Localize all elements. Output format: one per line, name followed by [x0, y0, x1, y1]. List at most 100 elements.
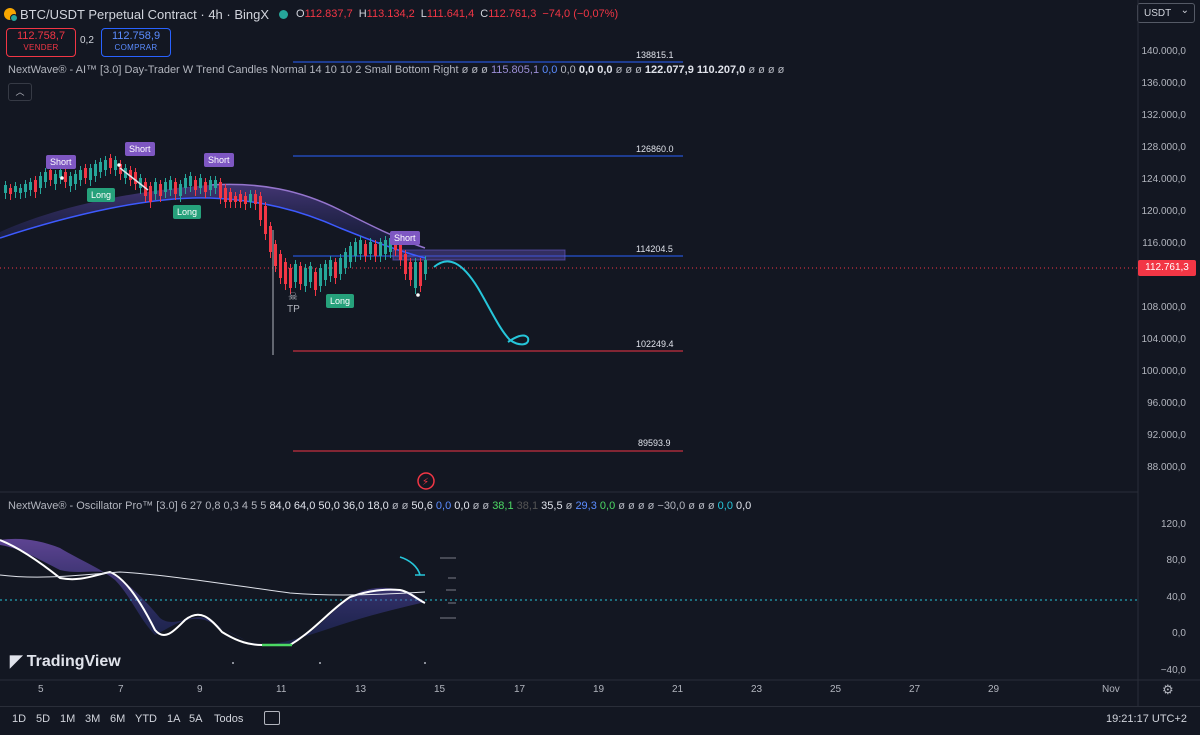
candle-body	[229, 192, 232, 202]
osc-val: 64,0	[293, 500, 316, 512]
buy-price: 112.758,9	[111, 30, 161, 42]
range-button-1d[interactable]: 1D	[12, 713, 27, 725]
indicator-main-v2: 0,0	[542, 64, 558, 76]
candle-body	[79, 170, 82, 180]
candle-body	[329, 260, 332, 276]
candle-body	[354, 242, 357, 256]
candle-body	[224, 188, 227, 202]
settings-gear-icon[interactable]: ⚙	[1162, 682, 1174, 697]
candle-body	[234, 196, 237, 202]
osc-cloud	[0, 538, 425, 645]
candle-body	[19, 188, 22, 193]
symbol-title[interactable]: BTC/USDT Perpetual Contract · 4h · BingX	[20, 6, 270, 22]
candle-body	[304, 268, 307, 286]
indicator-main-vals-c: ø ø ø ø	[748, 64, 785, 76]
candle-body	[324, 264, 327, 280]
range-button-1a[interactable]: 1A	[167, 713, 181, 725]
clock[interactable]: 19:21:17 UTC+2	[1106, 713, 1188, 725]
candle-body	[219, 182, 222, 198]
osc-val: 84,0	[269, 500, 291, 512]
current-price-tag: 112.761,3	[1138, 260, 1196, 276]
short-signal: Short	[125, 142, 155, 156]
candle-body	[299, 266, 302, 284]
osc-val: 38,1	[492, 500, 514, 512]
candle-body	[384, 240, 387, 254]
candle-body	[29, 182, 32, 190]
candle-body	[334, 262, 337, 278]
candle-body	[179, 184, 182, 196]
candle-body	[214, 180, 217, 188]
candle-body	[89, 168, 92, 180]
time-tick-label: 21	[672, 684, 684, 695]
range-button-1m[interactable]: 1M	[60, 713, 76, 725]
range-button-6m[interactable]: 6M	[110, 713, 126, 725]
time-tick-label: 17	[514, 684, 526, 695]
candle-body	[74, 174, 77, 184]
signal-dot	[416, 293, 420, 297]
candle-body	[249, 194, 252, 202]
candle-body	[199, 178, 202, 188]
candle-body	[54, 174, 57, 184]
candle-body	[364, 244, 367, 256]
candle-body	[164, 182, 167, 192]
candle-body	[34, 180, 37, 192]
candle-body	[184, 178, 187, 188]
projection-drawing	[433, 260, 530, 346]
buy-label: COMPRAR	[114, 43, 158, 52]
candle-body	[44, 172, 47, 182]
price-tick-label: 120.000,0	[1141, 206, 1187, 217]
price-tick-label: 96.000,0	[1147, 398, 1186, 409]
price-tick-label: 136.000,0	[1141, 78, 1187, 89]
candle-body	[169, 180, 172, 190]
candle-body	[269, 226, 272, 252]
candle-body	[239, 194, 242, 202]
indicator-osc-legend[interactable]: NextWave® - Oscillator Pro™ [3.0] 6 27 0…	[8, 500, 751, 512]
range-button-ytd[interactable]: YTD	[135, 713, 157, 725]
candle-body	[289, 268, 292, 288]
candle-body	[419, 262, 422, 286]
range-button-5d[interactable]: 5D	[36, 713, 51, 725]
calendar-icon[interactable]	[264, 711, 280, 725]
candle-body	[4, 185, 7, 193]
candle-body	[174, 182, 177, 194]
candles	[4, 154, 427, 296]
osc-val: 0,0	[717, 500, 733, 512]
range-button-todos[interactable]: Todos	[214, 713, 244, 725]
osc-val: 0,0	[736, 500, 752, 512]
candle-body	[399, 242, 402, 260]
ohlc-high: H113.134,2	[358, 8, 415, 20]
candle-body	[209, 180, 212, 190]
candle-body	[349, 246, 352, 262]
osc-val: 18,0	[367, 500, 389, 512]
candle-body	[294, 264, 297, 282]
time-tick-label: 23	[751, 684, 763, 695]
osc-main-line	[0, 539, 426, 646]
buy-button[interactable]: 112.758,9 COMPRAR	[101, 28, 171, 57]
osc-tick-label: 80,0	[1166, 555, 1186, 566]
level-label-4: 102249.4	[636, 339, 674, 349]
candle-body	[389, 238, 392, 252]
osc-signal-line	[0, 571, 426, 596]
candle-body	[339, 258, 342, 274]
candle-body	[274, 244, 277, 266]
candle-body	[284, 262, 287, 284]
bottom-toolbar	[0, 706, 1200, 735]
spread-value: 0,2	[80, 35, 94, 46]
range-button-3m[interactable]: 3M	[85, 713, 101, 725]
trend-cloud	[0, 184, 425, 258]
ohlc-close: C112.761,3	[480, 8, 537, 20]
candle-body	[139, 178, 142, 188]
collapse-legend-button[interactable]: ︿	[8, 83, 32, 101]
candle-body	[374, 244, 377, 256]
range-button-5a[interactable]: 5A	[189, 713, 203, 725]
indicator-main-vals-a: ø ø ø	[461, 64, 488, 76]
ohlc-change: −74,0 (−0,07%)	[542, 8, 619, 20]
time-tick-label: Nov	[1102, 684, 1120, 695]
sell-button[interactable]: 112.758,7 VENDER	[6, 28, 76, 57]
osc-tick-label: −40,0	[1160, 665, 1186, 676]
price-tick-label: 100.000,0	[1141, 366, 1187, 377]
osc-dot	[319, 662, 321, 664]
candle-body	[279, 254, 282, 278]
indicator-main-legend[interactable]: NextWave® - AI™ [3.0] Day-Trader W Trend…	[8, 64, 784, 76]
